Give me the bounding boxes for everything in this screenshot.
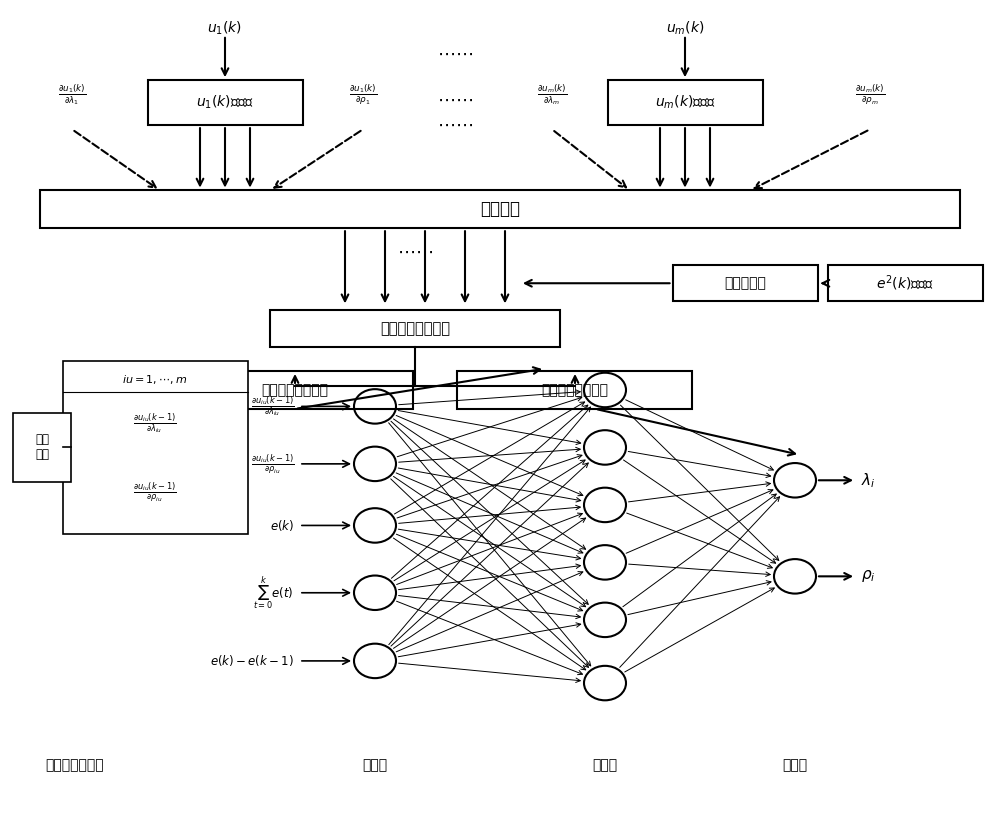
Text: 系统误差反向传播: 系统误差反向传播 <box>380 321 450 336</box>
Text: $e(k)$: $e(k)$ <box>270 518 294 533</box>
Text: $u_m(k)$的梯度: $u_m(k)$的梯度 <box>655 94 715 112</box>
Text: 更新输出层权系数: 更新输出层权系数 <box>542 383 608 397</box>
Text: 更新隐含层权系数: 更新隐含层权系数 <box>262 383 328 397</box>
Text: 梯度下降法: 梯度下降法 <box>724 276 766 291</box>
FancyBboxPatch shape <box>270 310 560 347</box>
Text: 梯度
集合: 梯度 集合 <box>35 433 49 461</box>
Text: $\frac{\partial u_1(k)}{\partial \rho_1}$: $\frac{\partial u_1(k)}{\partial \rho_1}… <box>349 82 377 107</box>
Text: 输入层: 输入层 <box>362 758 388 773</box>
Text: $iu=1,\cdots,m$: $iu=1,\cdots,m$ <box>122 373 188 386</box>
FancyBboxPatch shape <box>148 80 302 125</box>
Text: 梯度集合: 梯度集合 <box>480 200 520 218</box>
Text: 输出层: 输出层 <box>782 758 808 773</box>
Text: $\frac{\partial u_{iu}(k-1)}{\partial \rho_{iu}}$: $\frac{\partial u_{iu}(k-1)}{\partial \r… <box>251 452 294 475</box>
FancyBboxPatch shape <box>40 190 960 228</box>
Text: $\sum_{t=0}^{k}e(t)$: $\sum_{t=0}^{k}e(t)$ <box>253 575 294 611</box>
FancyBboxPatch shape <box>13 412 71 482</box>
FancyBboxPatch shape <box>672 265 818 301</box>
FancyBboxPatch shape <box>62 361 248 534</box>
FancyBboxPatch shape <box>828 265 982 301</box>
Text: $\frac{\partial u_{iu}(k-1)}{\partial \rho_{iu}}$: $\frac{\partial u_{iu}(k-1)}{\partial \r… <box>133 481 177 504</box>
FancyBboxPatch shape <box>178 371 413 409</box>
Text: $\frac{\partial u_m(k)}{\partial \rho_m}$: $\frac{\partial u_m(k)}{\partial \rho_m}… <box>855 82 885 107</box>
Text: $\frac{\partial u_m(k)}{\partial \lambda_m}$: $\frac{\partial u_m(k)}{\partial \lambda… <box>537 82 567 107</box>
Text: 神经网络的输入: 神经网络的输入 <box>46 758 104 773</box>
Text: $\cdots\cdots$: $\cdots\cdots$ <box>437 91 473 109</box>
Text: $\frac{\partial u_{iu}(k-1)}{\partial \lambda_{iu}}$: $\frac{\partial u_{iu}(k-1)}{\partial \l… <box>251 394 294 419</box>
Text: $\cdots\cdots$: $\cdots\cdots$ <box>397 243 433 261</box>
Text: $\rho_i$: $\rho_i$ <box>861 568 876 585</box>
Text: $\frac{\partial u_1(k)}{\partial \lambda_1}$: $\frac{\partial u_1(k)}{\partial \lambda… <box>58 82 86 107</box>
Text: $e(k)-e(k-1)$: $e(k)-e(k-1)$ <box>210 654 294 668</box>
Text: $\cdots\cdots$: $\cdots\cdots$ <box>437 44 473 62</box>
Text: 隐含层: 隐含层 <box>592 758 618 773</box>
FancyBboxPatch shape <box>608 80 763 125</box>
FancyBboxPatch shape <box>457 371 692 409</box>
Text: $u_1(k)$: $u_1(k)$ <box>207 20 243 37</box>
Text: $\cdots\cdots$: $\cdots\cdots$ <box>437 116 473 134</box>
Text: $u_m(k)$: $u_m(k)$ <box>666 20 704 37</box>
Text: $e^2(k)$最小化: $e^2(k)$最小化 <box>876 273 934 293</box>
Text: $u_1(k)$的梯度: $u_1(k)$的梯度 <box>196 94 254 112</box>
Text: $\lambda_i$: $\lambda_i$ <box>861 471 876 489</box>
Text: $\frac{\partial u_{iu}(k-1)}{\partial \lambda_{iu}}$: $\frac{\partial u_{iu}(k-1)}{\partial \l… <box>133 410 177 435</box>
